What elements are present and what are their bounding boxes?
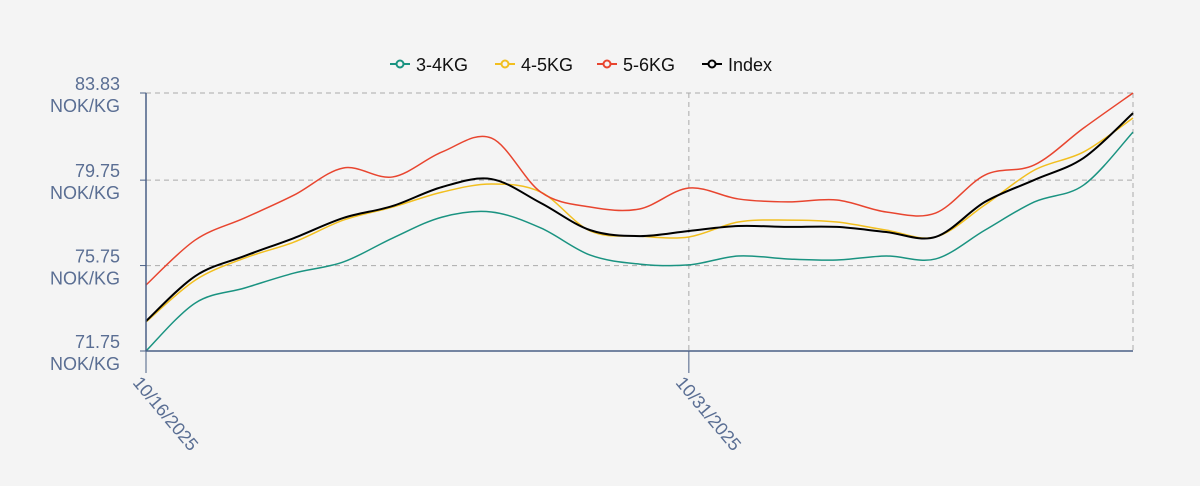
legend-marker	[500, 59, 510, 69]
y-tick-unit: NOK/KG	[50, 354, 120, 374]
y-tick-unit: NOK/KG	[50, 96, 120, 116]
y-tick-unit: NOK/KG	[50, 183, 120, 203]
legend-label: Index	[728, 55, 772, 75]
legend-label: 3-4KG	[416, 55, 468, 75]
legend-label: 5-6KG	[623, 55, 675, 75]
y-tick-unit: NOK/KG	[50, 269, 120, 289]
lines	[145, 92, 1134, 352]
series-line	[145, 131, 1134, 352]
y-tick-label: 71.75	[75, 332, 120, 352]
series-line	[145, 92, 1134, 286]
legend-marker	[707, 59, 717, 69]
y-tick-label: 75.75	[75, 247, 120, 267]
legend-marker	[395, 59, 405, 69]
legend: 3-4KG 4-5KG 5-6KG Index	[390, 55, 772, 75]
y-tick-label: 83.83	[75, 74, 120, 94]
legend-label: 4-5KG	[521, 55, 573, 75]
series-line	[145, 112, 1134, 322]
legend-marker	[602, 59, 612, 69]
y-tick-label: 79.75	[75, 161, 120, 181]
